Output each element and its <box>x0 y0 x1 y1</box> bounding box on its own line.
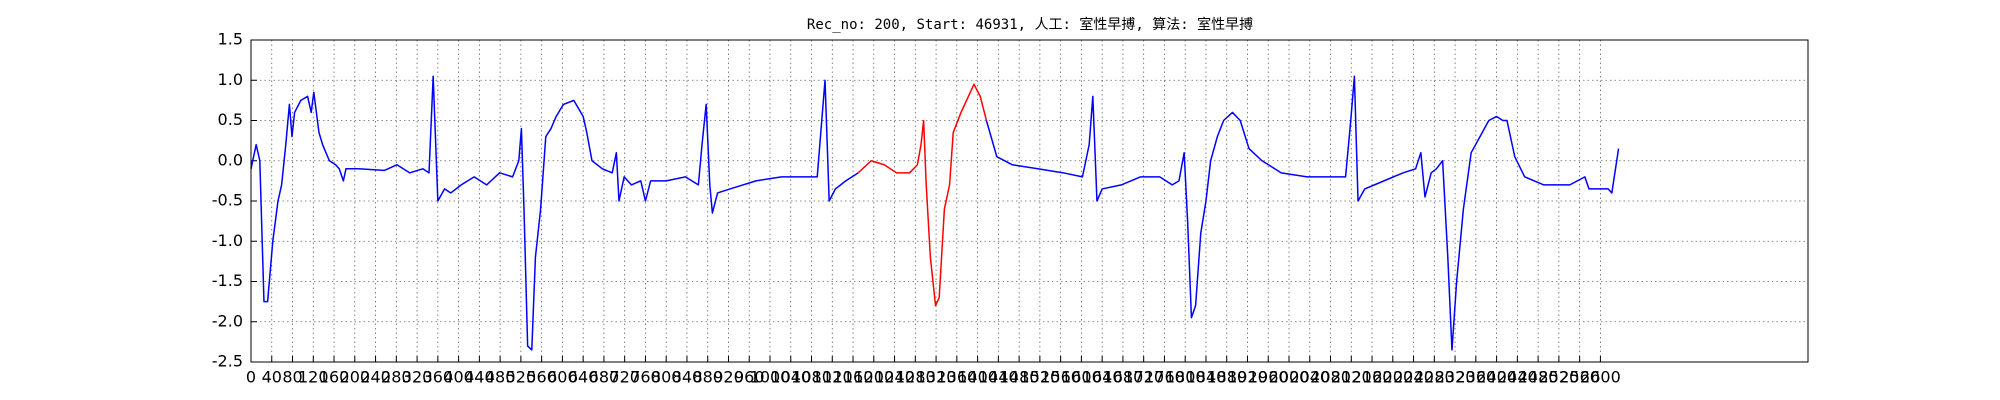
x-tick-label: 1800 <box>1165 368 1206 387</box>
x-tick-label: 2200 <box>1372 368 1413 387</box>
x-tick-label: 840 <box>672 368 703 387</box>
signal-line <box>250 75 859 351</box>
x-tick-label: 200 <box>340 368 371 387</box>
y-tick-label: 0.5 <box>218 110 243 129</box>
x-tick-label: 320 <box>402 368 433 387</box>
x-tick-label: 2560 <box>1559 368 1600 387</box>
x-tick-label: 600 <box>547 368 578 387</box>
y-tick-label: -1.5 <box>212 271 243 290</box>
x-tick-label: 640 <box>568 368 599 387</box>
x-tick-label: 1520 <box>1020 368 1061 387</box>
x-tick-label: 2080 <box>1310 368 1351 387</box>
x-tick-label: 2480 <box>1518 368 1559 387</box>
y-tick-label: -2.0 <box>212 311 243 330</box>
x-tick-label: 1720 <box>1123 368 1164 387</box>
x-tick-label: 1840 <box>1186 368 1227 387</box>
x-tick-label: 440 <box>464 368 495 387</box>
x-tick-label: 800 <box>651 368 682 387</box>
x-tick-label: 160 <box>319 368 350 387</box>
x-tick-label: 960 <box>734 368 765 387</box>
plot-frame <box>250 39 1809 363</box>
x-tick-label: 1080 <box>791 368 832 387</box>
x-tick-label: 680 <box>589 368 620 387</box>
x-tick-label: 1760 <box>1144 368 1185 387</box>
x-tick-label: 2320 <box>1435 368 1476 387</box>
x-tick-label: 2240 <box>1393 368 1434 387</box>
x-tick-label: 2600 <box>1580 368 1621 387</box>
x-tick-label: 1560 <box>1040 368 1081 387</box>
x-tick-label: 1040 <box>770 368 811 387</box>
x-tick-label: 0 <box>246 368 256 387</box>
x-tick-label: 1640 <box>1082 368 1123 387</box>
x-tick-label: 1920 <box>1227 368 1268 387</box>
x-tick-label: 2000 <box>1269 368 1310 387</box>
y-tick-label: -1.0 <box>212 231 243 250</box>
signal-line <box>985 75 1620 351</box>
x-tick-label: 720 <box>609 368 640 387</box>
x-tick-label: 1160 <box>833 368 874 387</box>
x-tick-label: 1240 <box>874 368 915 387</box>
x-tick-label: 520 <box>506 368 537 387</box>
x-tick-label: 2360 <box>1455 368 1496 387</box>
x-tick-label: 2400 <box>1476 368 1517 387</box>
y-tick-label: 1.0 <box>218 70 243 89</box>
x-tick-label: 2520 <box>1539 368 1580 387</box>
x-tick-label: 1320 <box>916 368 957 387</box>
x-tick-label: 880 <box>692 368 723 387</box>
x-tick-label: 480 <box>485 368 516 387</box>
x-tick-label: 760 <box>630 368 661 387</box>
x-tick-label: 2440 <box>1497 368 1538 387</box>
x-tick-label: 2160 <box>1352 368 1393 387</box>
x-tick-label: 1960 <box>1248 368 1289 387</box>
x-tick-label: 1200 <box>853 368 894 387</box>
x-tick-label: 1000 <box>750 368 791 387</box>
x-tick-label: 920 <box>713 368 744 387</box>
x-tick-label: 80 <box>282 368 302 387</box>
y-tick-label: -0.5 <box>212 191 243 210</box>
x-tick-label: 1280 <box>895 368 936 387</box>
x-tick-label: 1400 <box>957 368 998 387</box>
x-tick-label: 280 <box>381 368 412 387</box>
x-tick-label: 2120 <box>1331 368 1372 387</box>
signal-line <box>857 83 988 307</box>
x-tick-label: 1440 <box>978 368 1019 387</box>
x-tick-label: 1120 <box>812 368 853 387</box>
y-tick-label: 1.5 <box>218 30 243 49</box>
chart-title: Rec_no: 200, Start: 46931, 人工: 室性早搏, 算法:… <box>807 16 1253 33</box>
x-tick-label: 400 <box>443 368 474 387</box>
y-tick-label: -2.5 <box>212 352 243 371</box>
x-tick-label: 360 <box>423 368 454 387</box>
x-tick-label: 1360 <box>936 368 977 387</box>
x-tick-label: 1680 <box>1103 368 1144 387</box>
x-tick-label: 240 <box>360 368 391 387</box>
x-tick-label: 120 <box>298 368 329 387</box>
x-tick-label: 40 <box>262 368 282 387</box>
y-tick-label: 0.0 <box>218 150 243 169</box>
x-tick-label: 1880 <box>1206 368 1247 387</box>
x-tick-label: 560 <box>526 368 557 387</box>
x-tick-label: 2040 <box>1289 368 1330 387</box>
x-tick-label: 1480 <box>999 368 1040 387</box>
x-tick-label: 2280 <box>1414 368 1455 387</box>
x-tick-label: 1600 <box>1061 368 1102 387</box>
